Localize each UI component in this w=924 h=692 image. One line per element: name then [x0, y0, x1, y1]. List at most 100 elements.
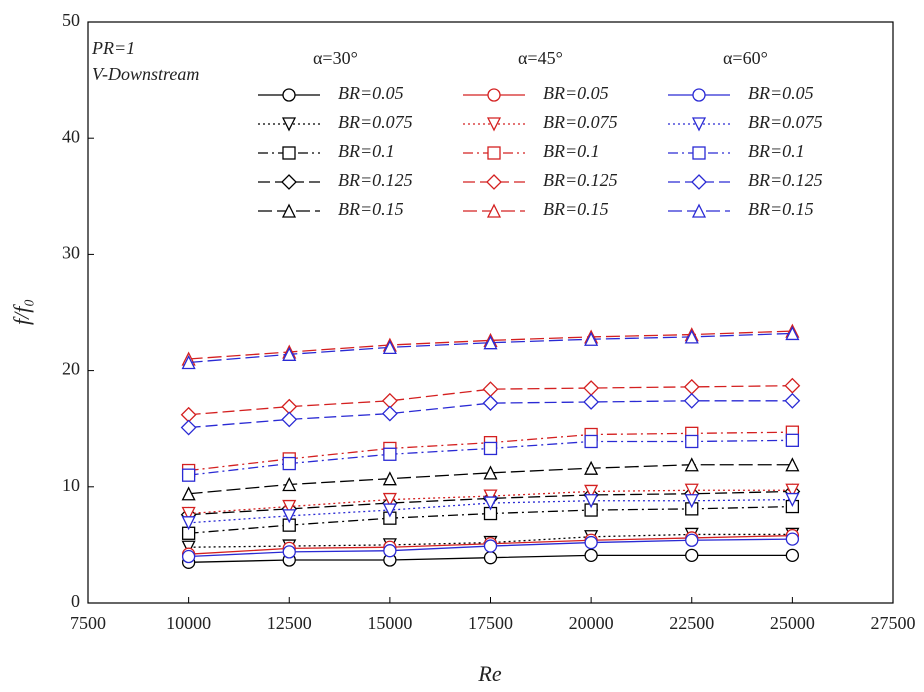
- marker: [685, 533, 699, 547]
- y-tick-label: 40: [62, 126, 80, 146]
- x-tick-label: 7500: [70, 613, 106, 633]
- legend-label: BR=0.075: [338, 112, 413, 132]
- legend-label: BR=0.05: [748, 83, 814, 103]
- legend-label: BR=0.075: [748, 112, 823, 132]
- x-tick-label: 15000: [367, 613, 412, 633]
- y-tick-label: 10: [62, 475, 80, 495]
- marker: [282, 545, 296, 559]
- marker: [584, 460, 599, 475]
- x-tick-label: 12500: [267, 613, 312, 633]
- x-axis-label: Re: [477, 661, 501, 686]
- marker: [382, 471, 397, 486]
- marker: [383, 447, 397, 461]
- marker: [382, 339, 397, 355]
- marker: [785, 492, 800, 508]
- legend-label: BR=0.15: [543, 199, 609, 219]
- x-tick-label: 27500: [871, 613, 916, 633]
- legend-marker: [487, 146, 501, 160]
- marker: [684, 494, 699, 509]
- legend-label: BR=0.05: [338, 83, 404, 103]
- marker: [282, 509, 297, 524]
- marker: [381, 405, 398, 422]
- marker: [382, 503, 397, 518]
- marker: [483, 335, 498, 350]
- x-tick-label: 22500: [669, 613, 714, 633]
- legend-label: BR=0.1: [748, 141, 805, 161]
- legend-label: BR=0.1: [543, 141, 600, 161]
- marker: [785, 548, 800, 563]
- marker: [181, 468, 196, 482]
- marker: [181, 540, 196, 555]
- annotation: V-Downstream: [92, 64, 199, 84]
- marker: [583, 380, 600, 396]
- legend-marker: [281, 117, 297, 132]
- marker: [482, 395, 499, 412]
- legend-group-title: α=30°: [313, 48, 358, 68]
- legend-marker: [486, 174, 502, 190]
- marker: [382, 492, 397, 508]
- legend-label: BR=0.125: [748, 170, 823, 190]
- y-axis-label: f/f₀: [9, 299, 34, 325]
- marker: [180, 419, 197, 436]
- marker: [483, 489, 498, 504]
- marker: [785, 457, 800, 472]
- legend-group-title: α=45°: [518, 48, 563, 68]
- marker: [584, 434, 598, 449]
- annotation: PR=1: [91, 38, 135, 58]
- legend-marker: [487, 88, 501, 102]
- y-tick-label: 20: [62, 359, 80, 379]
- marker: [483, 539, 498, 553]
- legend-marker: [692, 88, 706, 102]
- marker: [181, 506, 196, 521]
- marker: [785, 433, 800, 447]
- marker: [181, 486, 196, 501]
- legend-label: BR=0.075: [543, 112, 618, 132]
- marker: [785, 325, 800, 341]
- marker: [583, 394, 600, 410]
- marker: [784, 377, 801, 394]
- marker: [181, 516, 196, 531]
- y-tick-label: 30: [62, 243, 80, 263]
- legend-marker: [691, 174, 707, 190]
- legend-marker: [281, 174, 297, 190]
- legend-marker: [486, 203, 502, 218]
- legend-label: BR=0.125: [338, 170, 413, 190]
- x-tick-label: 20000: [569, 613, 614, 633]
- marker: [584, 535, 598, 550]
- legend-marker: [486, 117, 502, 132]
- marker: [685, 434, 699, 449]
- marker: [785, 483, 800, 498]
- marker: [584, 494, 599, 509]
- legend-marker: [282, 146, 296, 160]
- x-tick-label: 25000: [770, 613, 815, 633]
- legend-label: BR=0.15: [748, 199, 814, 219]
- legend-marker: [282, 88, 296, 102]
- marker: [683, 378, 700, 395]
- marker: [584, 548, 598, 563]
- marker: [282, 456, 296, 471]
- marker: [584, 331, 599, 346]
- marker: [281, 411, 298, 428]
- marker: [181, 549, 196, 564]
- y-tick-label: 0: [71, 591, 80, 611]
- legend-label: BR=0.05: [543, 83, 609, 103]
- legend-marker: [691, 203, 707, 218]
- marker: [482, 381, 499, 398]
- marker: [684, 329, 699, 344]
- legend-marker: [692, 146, 706, 160]
- marker: [684, 483, 699, 498]
- marker: [181, 355, 196, 370]
- marker: [483, 551, 498, 565]
- marker: [282, 477, 297, 492]
- legend-marker: [691, 117, 707, 132]
- marker: [483, 441, 498, 456]
- marker: [584, 484, 599, 499]
- legend-label: BR=0.15: [338, 199, 404, 219]
- marker: [383, 544, 397, 558]
- marker: [684, 457, 699, 472]
- marker: [483, 496, 498, 511]
- marker: [282, 346, 297, 361]
- legend-group-title: α=60°: [723, 48, 768, 68]
- marker: [685, 548, 699, 563]
